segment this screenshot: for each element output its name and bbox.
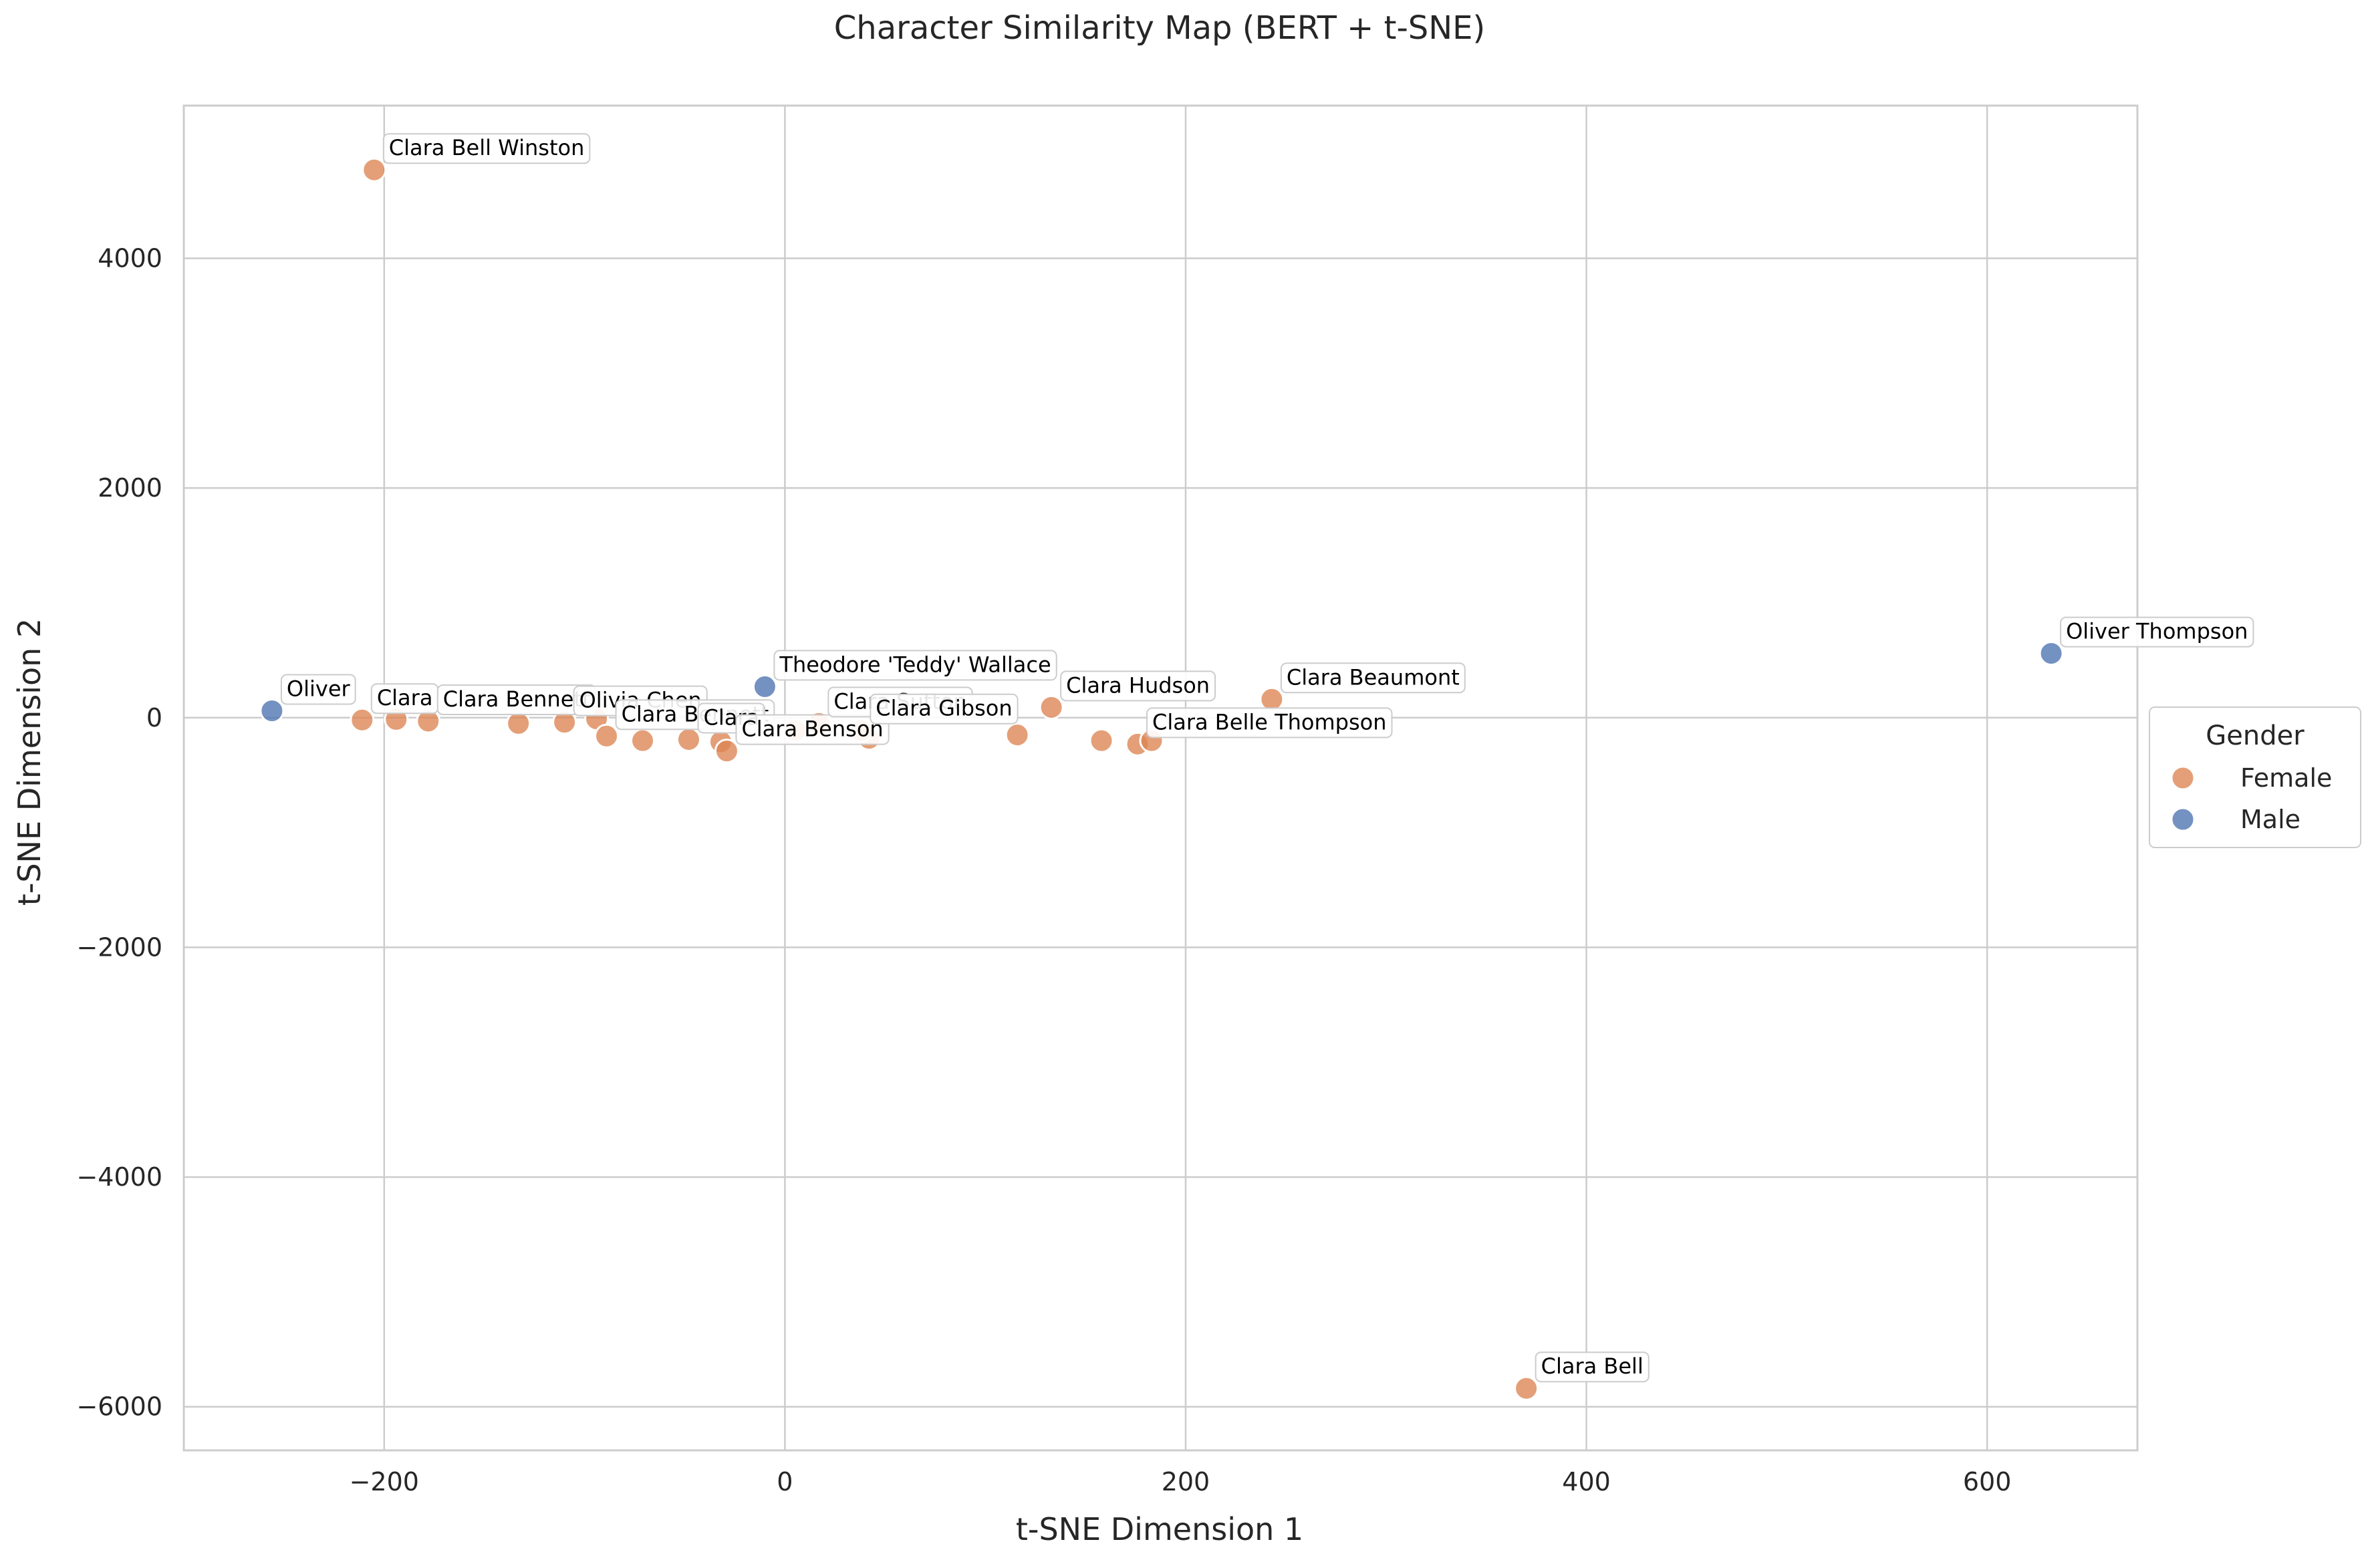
y-tick-label: 2000 xyxy=(98,473,162,503)
plot-area: −200 0 200 400 600 −6000−4000−2000020004000 … xyxy=(76,104,2254,1496)
label-text: Oliver xyxy=(287,676,351,701)
label-text: Clara Gibson xyxy=(876,696,1012,721)
point-label: Theodore 'Teddy' Wallace xyxy=(773,650,1057,681)
data-point xyxy=(1039,694,1064,720)
point-labels: Clara Bell Winston Clara Bell Clara Clara B… xyxy=(280,133,2254,1383)
y-tick-label: 0 xyxy=(146,703,162,733)
data-point xyxy=(752,674,777,699)
label-box xyxy=(1535,1351,1650,1383)
x-tick-label: 0 xyxy=(777,1467,793,1496)
legend-title: Gender xyxy=(2206,721,2305,751)
legend-label: Male xyxy=(2240,805,2300,834)
legend-entries: Female Male xyxy=(2170,763,2332,834)
data-point xyxy=(1514,1376,1539,1401)
label-text: Clara Bennett xyxy=(443,686,591,712)
legend-marker xyxy=(2170,765,2196,791)
data-point xyxy=(1005,723,1030,748)
y-axis-ticks: −6000 −4000 −2000 0 2000 4000 xyxy=(76,244,162,1422)
label-text: Clara Bell Winston xyxy=(389,135,585,160)
label-text: Oliver Thompson xyxy=(2066,619,2248,644)
legend-box xyxy=(2149,706,2361,848)
point-label: Clara Bell Winston xyxy=(382,133,591,164)
data-point xyxy=(1089,728,1114,753)
x-tick-label: 200 xyxy=(1162,1467,1210,1496)
label-text: Clara xyxy=(377,685,433,710)
label-box xyxy=(382,133,591,164)
label-box xyxy=(870,693,1019,725)
point-label: Clara Hudson xyxy=(1060,670,1216,702)
label-box xyxy=(1146,707,1393,739)
y-tick-label: −6000 xyxy=(76,1392,162,1422)
data-point xyxy=(630,728,656,753)
label-box xyxy=(735,714,890,745)
point-label: Clara xyxy=(370,683,439,714)
label-text: Clara Belle Thompson xyxy=(1152,709,1386,735)
label-box xyxy=(1280,662,1466,694)
point-label: Oliver xyxy=(280,674,356,705)
label-box xyxy=(773,650,1057,681)
legend-label: Female xyxy=(2240,763,2332,793)
data-point xyxy=(259,698,285,723)
label-box xyxy=(1060,670,1216,702)
data-point xyxy=(1259,686,1285,712)
point-label: Clara Benson xyxy=(735,714,890,745)
data-point xyxy=(350,707,375,733)
x-tick-label: 600 xyxy=(1963,1467,2012,1496)
data-point xyxy=(362,157,387,182)
plot-background xyxy=(184,106,2137,1450)
point-label: Clara Beaumont xyxy=(1280,662,1466,694)
label-text: Clara Hudson xyxy=(1066,672,1210,698)
point-label: Clara Gibson xyxy=(870,693,1019,725)
legend-marker xyxy=(2170,807,2196,832)
x-axis-ticks: −200 0 200 400 600 xyxy=(350,1467,2012,1496)
y-tick-label: −4000 xyxy=(76,1162,162,1192)
data-point xyxy=(2038,641,2064,666)
label-text: Theodore 'Teddy' Wallace xyxy=(779,652,1051,677)
label-box xyxy=(280,674,356,705)
point-label: Clara Belle Thompson xyxy=(1146,707,1393,739)
data-point xyxy=(676,727,701,752)
label-box xyxy=(2060,616,2254,648)
y-tick-label: −2000 xyxy=(76,932,162,962)
plot-frame xyxy=(182,104,2139,1452)
label-text: Clara Benson xyxy=(741,716,883,742)
legend: Gender Female Male xyxy=(2149,706,2361,848)
point-label: Oliver Thompson xyxy=(2060,616,2254,648)
point-label: Clara Bennett xyxy=(436,684,597,715)
point-label: Clara Bell xyxy=(1535,1351,1650,1383)
x-tick-label: −200 xyxy=(350,1467,419,1496)
x-tick-label: 400 xyxy=(1562,1467,1611,1496)
y-tick-label: 4000 xyxy=(98,244,162,273)
data-point xyxy=(714,739,739,764)
chart-title: Character Similarity Map (BERT + t-SNE) xyxy=(834,9,1485,47)
y-axis-label: t-SNE Dimension 2 xyxy=(11,618,47,906)
label-text: Clara Bell xyxy=(1541,1353,1643,1379)
x-axis-label: t-SNE Dimension 1 xyxy=(1016,1511,1303,1547)
data-point xyxy=(506,710,531,736)
data-point xyxy=(594,723,620,749)
label-text: Clara Beaumont xyxy=(1287,664,1460,690)
